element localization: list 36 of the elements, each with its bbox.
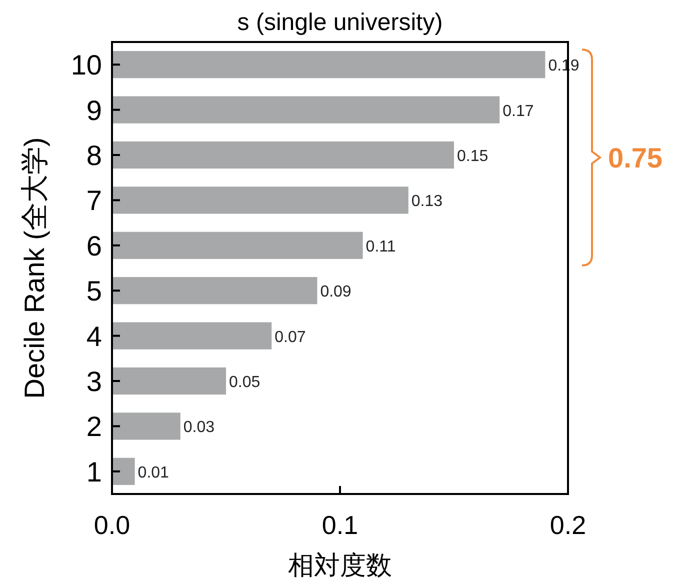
bar [112,277,318,304]
bar [112,96,500,124]
data-label: 0.03 [183,419,215,436]
bar [112,232,363,259]
y-tick-label: 10 [70,50,102,81]
data-label: 0.05 [229,374,260,391]
bar [112,186,408,214]
x-tick-label: 0.0 [94,510,130,540]
bar [112,412,180,440]
data-label: 0.01 [138,464,170,482]
x-tick-label: 0.2 [550,510,586,540]
bar [112,367,226,395]
text: 0.75 [608,142,662,174]
data-label: 0.13 [411,193,443,210]
data-label: 0.07 [274,328,306,346]
data-label: 0.17 [502,102,534,120]
y-tick-label: 2 [86,411,102,442]
y-tick-label: 3 [86,366,102,397]
data-label: 0.15 [457,148,488,165]
x-tick-label: 0.1 [322,510,358,540]
data-label: 0.09 [320,284,352,301]
bar [112,141,454,169]
y-tick-label: 1 [86,456,102,488]
y-tick-label: 5 [86,276,102,307]
x-axis-title: 相対度数 [288,550,392,580]
y-axis-title: Decile Rank (全大学) [19,137,50,399]
chart-title: s (single university) [237,9,443,36]
bar [112,458,135,485]
y-tick-label: 6 [86,230,102,262]
y-tick-label: 7 [86,185,102,216]
y-tick-label: 9 [86,94,102,126]
bar [112,51,546,78]
bar [112,322,272,350]
y-tick-label: 8 [86,140,102,171]
y-tick-label: 4 [86,320,102,352]
data-label: 0.11 [366,238,396,256]
